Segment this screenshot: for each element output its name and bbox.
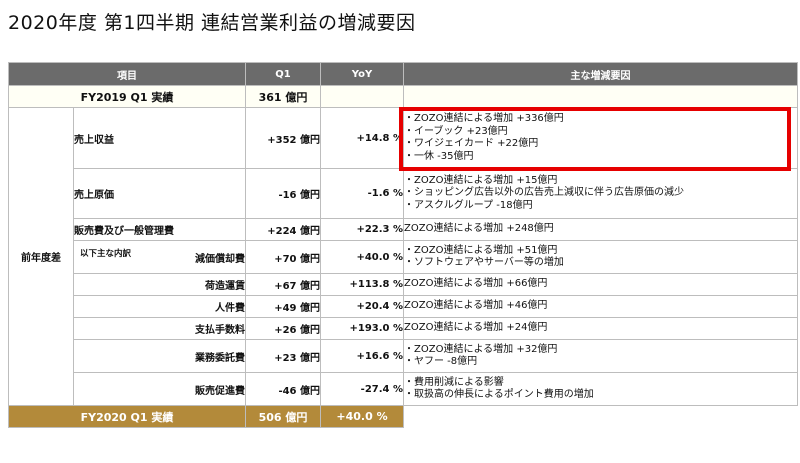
row-yoy: +40.0 % (320, 240, 404, 274)
row-factors: ・費用削減による影響 ・取扱高の伸長によるポイント費用の増加 (403, 372, 798, 406)
highlight-box (399, 107, 791, 171)
row-label: 荷造運賃 (73, 273, 246, 296)
row-q1: +352 億円 (245, 107, 321, 169)
fy2019-label: FY2019 Q1 実績 (8, 85, 246, 108)
factor-line: ZOZO連結による増加 +46億円 (404, 300, 548, 312)
factor-line: ZOZO連結による増加 +24億円 (404, 322, 548, 334)
factor-line: ・ヤフー -8億円 (404, 356, 478, 367)
fy2020-label: FY2020 Q1 実績 (8, 405, 246, 428)
fy2020-row: FY2020 Q1 実績 506 億円 +40.0 % (8, 405, 798, 428)
row-q1: +26 億円 (245, 317, 321, 340)
factor-line: ・ワイジェイカード +22億円 (404, 138, 539, 149)
row-factors: ZOZO連結による増加 +46億円 (403, 295, 798, 318)
table-row: 売上原価 -16 億円 -1.6 % ・ZOZO連結による増加 +15億円 ・シ… (9, 168, 798, 219)
row-yoy: +22.3 % (320, 218, 404, 241)
row-factors: ZOZO連結による増加 +248億円 (403, 218, 798, 241)
factor-line: ・取扱高の伸長によるポイント費用の増加 (404, 389, 594, 400)
header-item: 項目 (8, 62, 246, 86)
row-q1: +67 億円 (245, 273, 321, 296)
factor-line: ・ソフトウェアやサーバー等の増加 (404, 257, 564, 268)
factor-line: ・一休 -35億円 (404, 150, 474, 162)
row-factors: ・ZOZO連結による増加 +51億円 ・ソフトウェアやサーバー等の増加 (403, 240, 798, 274)
factor-line: ・ショッピング広告以外の広告売上減収に伴う広告原価の減少 (404, 187, 685, 199)
table-row: 前年度差 売上収益 +352 億円 +14.8 % ・ZOZO連結による増加 +… (8, 107, 798, 406)
row-label: 売上原価 (73, 168, 246, 219)
factor-line: ZOZO連結による増加 +248億円 (404, 223, 554, 235)
row-label: 支払手数料 (73, 317, 246, 340)
factor-line: ・ZOZO連結による増加 +15億円 (404, 174, 558, 186)
fy2020-yoy: +40.0 % (320, 405, 404, 428)
row-q1: +49 億円 (245, 295, 321, 318)
header-yoy: YoY (320, 62, 404, 86)
table-row: 販売費及び一般管理費 +224 億円 +22.3 % ZOZO連結による増加 +… (9, 218, 798, 241)
table-row: 業務委託費 +23 億円 +16.6 % ・ZOZO連結による増加 +32億円 … (9, 339, 798, 373)
row-q1: -16 億円 (245, 168, 321, 219)
row-label-cell: 以下主な内訳 減価償却費 (73, 240, 246, 274)
row-yoy: +113.8 % (320, 273, 404, 296)
row-yoy: +20.4 % (320, 295, 404, 318)
row-factors: ZOZO連結による増加 +24億円 (403, 317, 798, 340)
table-header-row: 項目 Q1 YoY 主な増減要因 (8, 62, 798, 86)
row-label: 業務委託費 (73, 339, 246, 373)
fy2020-q1: 506 億円 (245, 405, 321, 428)
factor-line: ・ZOZO連結による増加 +32億円 (404, 343, 558, 355)
row-label: 販売促進費 (73, 372, 246, 406)
table-row: 荷造運賃 +67 億円 +113.8 % ZOZO連結による増加 +66億円 (9, 273, 798, 296)
table-row: 人件費 +49 億円 +20.4 % ZOZO連結による増加 +46億円 (9, 295, 798, 318)
factor-line: ・アスクルグループ -18億円 (404, 199, 533, 211)
fy2019-row: FY2019 Q1 実績 361 億円 (8, 85, 798, 108)
profit-factor-table: 項目 Q1 YoY 主な増減要因 FY2019 Q1 実績 361 億円 前年度… (8, 62, 798, 428)
factor-line: ・ZOZO連結による増加 +51億円 (404, 244, 558, 256)
row-factors: ・ZOZO連結による増加 +32億円 ・ヤフー -8億円 (403, 339, 798, 373)
table-row: 支払手数料 +26 億円 +193.0 % ZOZO連結による増加 +24億円 (9, 317, 798, 340)
factor-line: ・ZOZO連結による増加 +336億円 (404, 113, 564, 124)
page-title: 2020年度 第1四半期 連結営業利益の増減要因 (8, 12, 416, 34)
table-row: 販売促進費 -46 億円 -27.4 % ・費用削減による影響 ・取扱高の伸長に… (9, 372, 798, 406)
row-label: 売上収益 (73, 107, 246, 169)
table-row: 以下主な内訳 減価償却費 +70 億円 +40.0 % ・ZOZO連結による増加… (9, 240, 798, 274)
group-label: 前年度差 (8, 107, 74, 406)
factor-line: ・イーブック +23億円 (404, 125, 508, 137)
row-yoy: -27.4 % (320, 372, 404, 406)
row-q1: +224 億円 (245, 218, 321, 241)
header-factors: 主な増減要因 (403, 62, 798, 86)
factor-line: ・費用削減による影響 (404, 376, 504, 388)
factor-line: ZOZO連結による増加 +66億円 (404, 278, 548, 290)
row-factors: ・ZOZO連結による増加 +15億円 ・ショッピング広告以外の広告売上減収に伴う… (403, 168, 798, 219)
row-label: 人件費 (73, 295, 246, 318)
row-yoy: +14.8 % (320, 107, 404, 169)
fy2019-q1: 361 億円 (245, 85, 321, 108)
breakdown-label: 以下主な内訳 (80, 249, 132, 259)
header-q1: Q1 (245, 62, 321, 86)
row-q1: -46 億円 (245, 372, 321, 406)
row-factors: ZOZO連結による増加 +66億円 (403, 273, 798, 296)
row-factors: ・ZOZO連結による増加 +336億円 ・イーブック +23億円 ・ワイジェイカ… (403, 107, 798, 169)
row-q1: +23 億円 (245, 339, 321, 373)
row-q1: +70 億円 (245, 240, 321, 274)
row-yoy: -1.6 % (320, 168, 404, 219)
row-label: 減価償却費 (195, 253, 245, 265)
row-label: 販売費及び一般管理費 (73, 218, 246, 241)
row-yoy: +16.6 % (320, 339, 404, 373)
row-yoy: +193.0 % (320, 317, 404, 340)
